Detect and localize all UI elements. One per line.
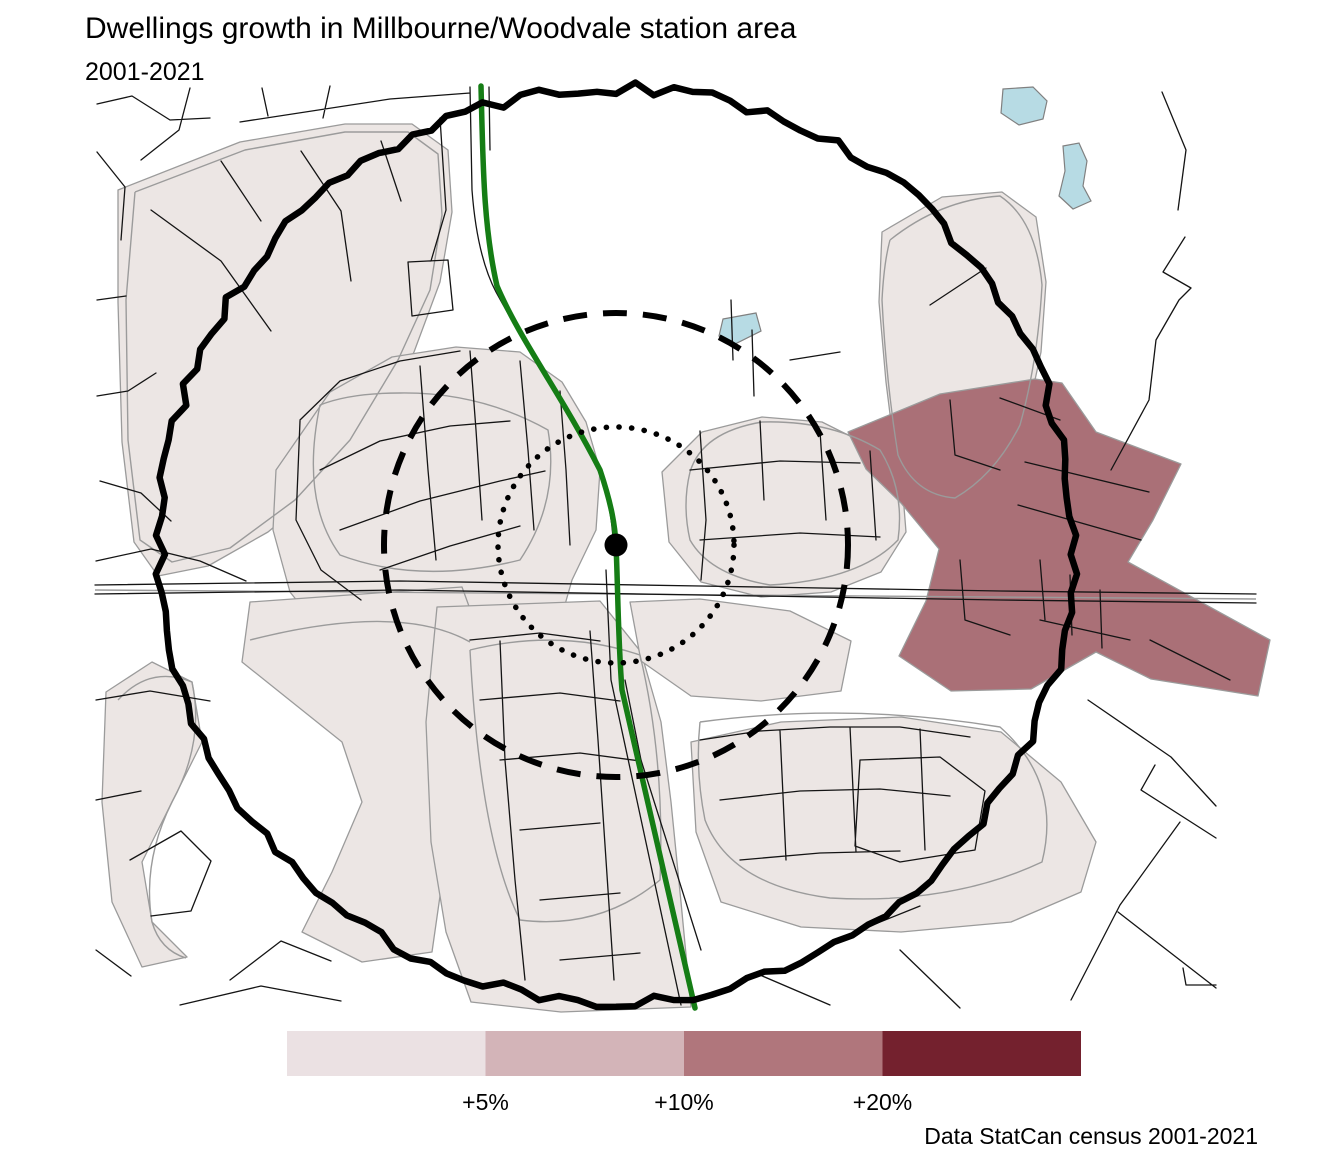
pond: [718, 312, 762, 347]
legend-swatch: [882, 1031, 1081, 1076]
outer-radius-ring: [152, 79, 1081, 1011]
water-bodies: [718, 86, 1092, 347]
pond: [1000, 86, 1048, 126]
page-title: Dwellings growth in Millbourne/Woodvale …: [85, 12, 797, 45]
road-segments: [469, 569, 986, 1009]
station-marker: [604, 533, 628, 557]
road-segments: [949, 91, 1231, 1001]
middle-radius-ring: [381, 310, 851, 780]
census-region-high-growth: [847, 378, 1271, 697]
legend-swatch: [287, 1031, 486, 1076]
census-region: [101, 661, 203, 968]
legend: +5% +10% +20%: [287, 1031, 1081, 1115]
road-segments: [295, 267, 987, 601]
legend-label: +10%: [654, 1089, 713, 1115]
inner-radius-ring: [495, 424, 737, 666]
road-segments: [94, 580, 1257, 1006]
legend-swatch: [485, 1031, 684, 1076]
census-region: [690, 716, 1097, 933]
legend-swatch: [684, 1031, 883, 1076]
legend-label: +20%: [853, 1089, 912, 1115]
legend-label: +5%: [462, 1089, 509, 1115]
census-region: [629, 598, 852, 702]
page-subtitle: 2001-2021: [85, 58, 205, 86]
pond: [1058, 142, 1092, 210]
data-attribution: Data StatCan census 2001-2021: [924, 1123, 1258, 1149]
